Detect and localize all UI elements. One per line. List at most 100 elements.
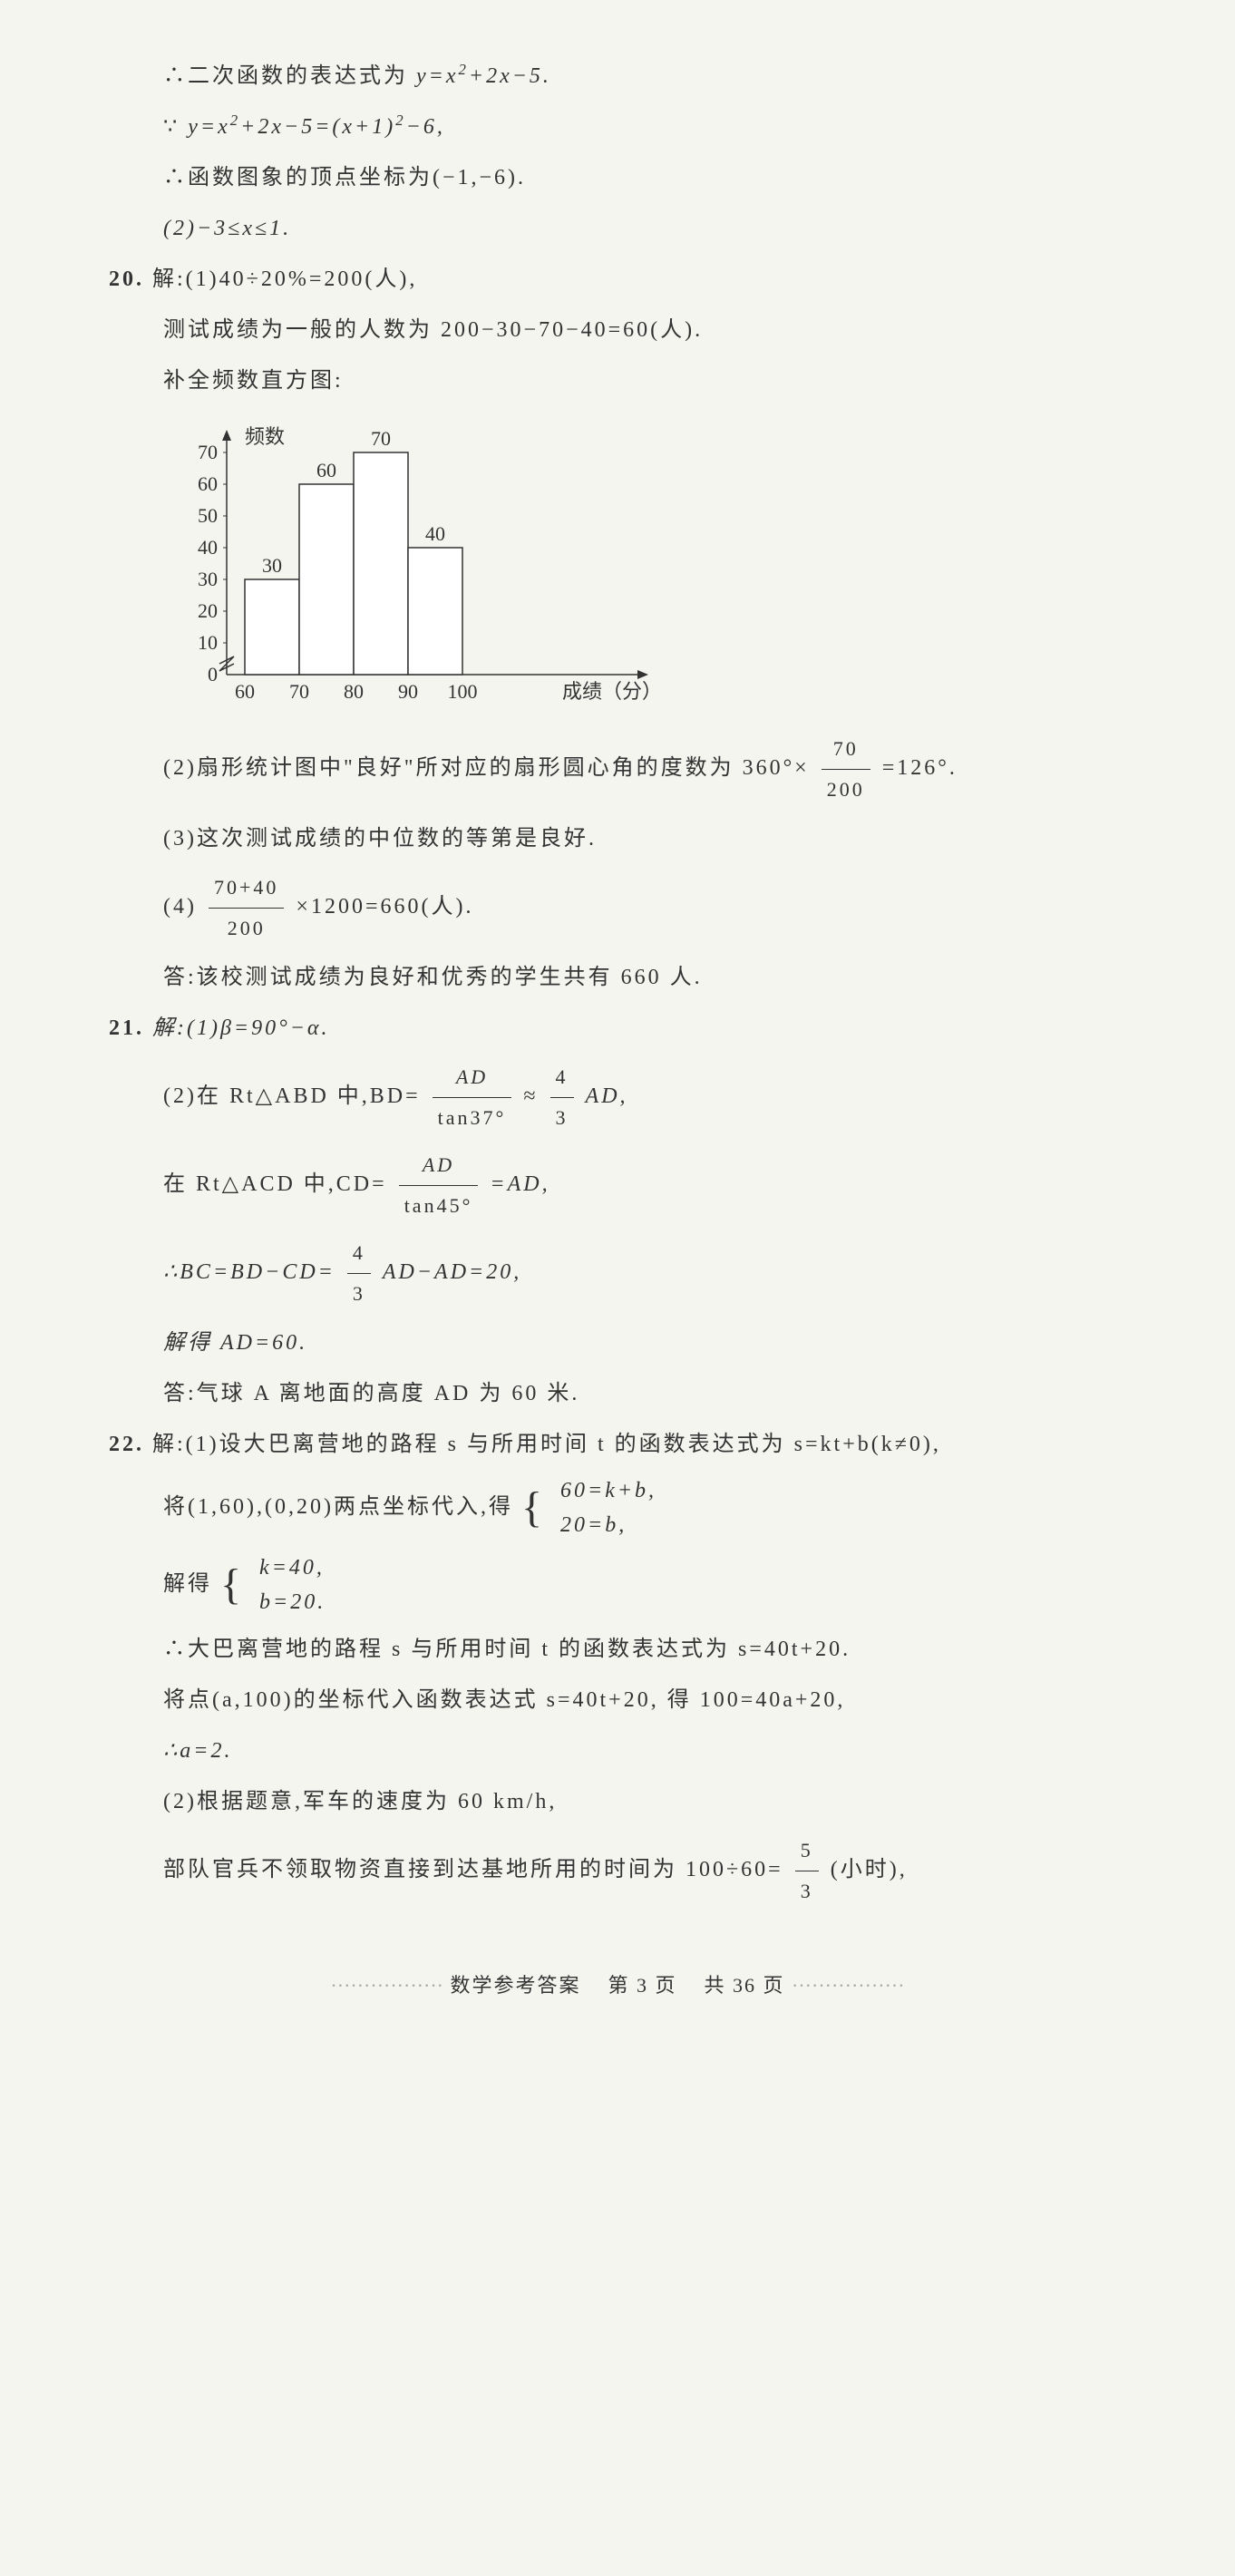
text: 将(1,60),(0,20)两点坐标代入,得 [163, 1495, 513, 1519]
numerator: AD [433, 1057, 512, 1098]
svg-text:50: 50 [198, 504, 218, 527]
q20-line2: 测试成绩为一般的人数为 200−30−70−40=60(人). [109, 308, 1126, 352]
denominator: tan45° [399, 1186, 479, 1226]
text: 在 Rt△ACD 中,CD= [163, 1172, 387, 1196]
text: 解:(1)β=90°−α. [152, 1016, 330, 1040]
svg-text:40: 40 [425, 522, 445, 545]
svg-text:频数: 频数 [245, 425, 285, 448]
text: 解:(1)设大巴离营地的路程 s 与所用时间 t 的函数表达式为 s=kt+b(… [152, 1433, 941, 1456]
text: ∴BC=BD−CD= [163, 1260, 335, 1284]
svg-text:30: 30 [198, 568, 218, 590]
q20-answer: 答:该校测试成绩为良好和优秀的学生共有 660 人. [109, 956, 1126, 999]
q22-line4: ∴大巴离营地的路程 s 与所用时间 t 的函数表达式为 s=40t+20. [109, 1628, 1126, 1671]
q20-part2: (2)扇形统计图中"良好"所对应的扇形圆心角的度数为 360°× 70 200 … [109, 729, 1126, 810]
svg-text:成绩（分）: 成绩（分） [562, 680, 662, 703]
q21-answer: 答:气球 A 离地面的高度 AD 为 60 米. [109, 1372, 1126, 1415]
fraction: 70+40 200 [209, 868, 284, 948]
q22-line6: ∴a=2. [109, 1729, 1126, 1773]
q22-number: 22. [109, 1433, 144, 1456]
q19-line1: ∴二次函数的表达式为 y=x2+2x−5. [109, 54, 1126, 98]
numerator: AD [399, 1145, 479, 1186]
footer-page: 第 3 页 [608, 1974, 676, 1997]
q20-line3: 补全频数直方图: [109, 359, 1126, 403]
denominator: 200 [822, 770, 870, 810]
q21-line3: 在 Rt△ACD 中,CD= AD tan45° =AD, [109, 1145, 1126, 1226]
denominator: 3 [347, 1274, 371, 1314]
frequency-histogram: 频数0102030405060703060704060708090100成绩（分… [163, 421, 1126, 711]
q19-line4: (2)−3≤x≤1. [109, 207, 1126, 250]
brace-line: 60=k+b, [560, 1473, 656, 1508]
expr: y=x2+2x−5=(x+1)2−6, [188, 115, 445, 139]
text: ∴二次函数的表达式为 [163, 64, 416, 88]
text: =126°. [882, 756, 958, 780]
denominator: 200 [209, 909, 284, 948]
brace-line: k=40, [259, 1550, 326, 1585]
q22-line2: 将(1,60),(0,20)两点坐标代入,得 { 60=k+b, 20=b, [109, 1473, 1126, 1543]
svg-text:40: 40 [198, 536, 218, 559]
brace-icon: { [521, 1486, 545, 1530]
q21-number: 21. [109, 1016, 144, 1040]
chart-svg: 频数0102030405060703060704060708090100成绩（分… [163, 421, 671, 711]
footer-total: 共 36 页 [705, 1974, 785, 1997]
svg-text:60: 60 [316, 459, 336, 481]
q21-line5: 解得 AD=60. [109, 1321, 1126, 1365]
fraction: 4 3 [347, 1233, 371, 1314]
text: (2)扇形统计图中"良好"所对应的扇形圆心角的度数为 360°× [163, 756, 810, 780]
text: AD, [586, 1084, 628, 1108]
q21-line2: (2)在 Rt△ABD 中,BD= AD tan37° ≈ 4 3 AD, [109, 1057, 1126, 1138]
brace-line: 20=b, [560, 1508, 656, 1542]
q22-line7: (2)根据题意,军车的速度为 60 km/h, [109, 1780, 1126, 1823]
brace-icon: { [220, 1563, 244, 1607]
text: =AD, [490, 1172, 549, 1196]
q21-line1: 21. 解:(1)β=90°−α. [109, 1006, 1126, 1050]
text: (4) [163, 895, 197, 919]
expr: y=x2+2x−5. [416, 64, 551, 88]
fraction: 4 3 [550, 1057, 574, 1138]
footer-title: 数学参考答案 [450, 1974, 580, 1997]
text: ≈ [523, 1084, 538, 1108]
numerator: 70 [822, 729, 870, 770]
numerator: 70+40 [209, 868, 284, 909]
denominator: tan37° [433, 1098, 512, 1138]
svg-text:70: 70 [198, 441, 218, 463]
text: AD−AD=20, [383, 1260, 521, 1284]
text: 部队官兵不领取物资直接到达基地所用的时间为 100÷60= [163, 1858, 783, 1881]
footer-dots: ················· [792, 1974, 905, 1997]
svg-text:80: 80 [344, 680, 364, 703]
svg-text:70: 70 [289, 680, 309, 703]
q20-part3: (3)这次测试成绩的中位数的等第是良好. [109, 817, 1126, 860]
text: ∵ [163, 115, 188, 139]
numerator: 4 [347, 1233, 371, 1274]
text: (小时), [831, 1858, 908, 1881]
svg-text:0: 0 [208, 663, 218, 685]
denominator: 3 [550, 1098, 574, 1138]
denominator: 3 [795, 1871, 819, 1911]
q22-line1: 22. 解:(1)设大巴离营地的路程 s 与所用时间 t 的函数表达式为 s=k… [109, 1423, 1126, 1466]
fraction: AD tan45° [399, 1145, 479, 1226]
q21-line4: ∴BC=BD−CD= 4 3 AD−AD=20, [109, 1233, 1126, 1314]
text: 解得 [163, 1572, 212, 1596]
svg-text:70: 70 [371, 427, 391, 450]
fraction: 5 3 [795, 1831, 819, 1911]
numerator: 4 [550, 1057, 574, 1098]
q22-line8: 部队官兵不领取物资直接到达基地所用的时间为 100÷60= 5 3 (小时), [109, 1831, 1126, 1911]
fraction: 70 200 [822, 729, 870, 810]
text: ×1200=660(人). [296, 895, 473, 919]
q20-number: 20. [109, 267, 144, 291]
svg-text:60: 60 [235, 680, 255, 703]
q19-line3: ∴函数图象的顶点坐标为(−1,−6). [109, 156, 1126, 199]
q20-line1: 20. 解:(1)40÷20%=200(人), [109, 258, 1126, 301]
brace-content: k=40, b=20. [259, 1550, 326, 1620]
numerator: 5 [795, 1831, 819, 1871]
brace-content: 60=k+b, 20=b, [560, 1473, 656, 1543]
q19-line2: ∵ y=x2+2x−5=(x+1)2−6, [109, 105, 1126, 149]
q22-line3: 解得 { k=40, b=20. [109, 1550, 1126, 1620]
svg-text:60: 60 [198, 472, 218, 495]
text: (2)在 Rt△ABD 中,BD= [163, 1084, 421, 1108]
footer-dots: ················· [330, 1974, 443, 1997]
svg-text:10: 10 [198, 631, 218, 654]
svg-text:100: 100 [448, 680, 478, 703]
fraction: AD tan37° [433, 1057, 512, 1138]
q20-part4: (4) 70+40 200 ×1200=660(人). [109, 868, 1126, 948]
svg-text:20: 20 [198, 599, 218, 622]
